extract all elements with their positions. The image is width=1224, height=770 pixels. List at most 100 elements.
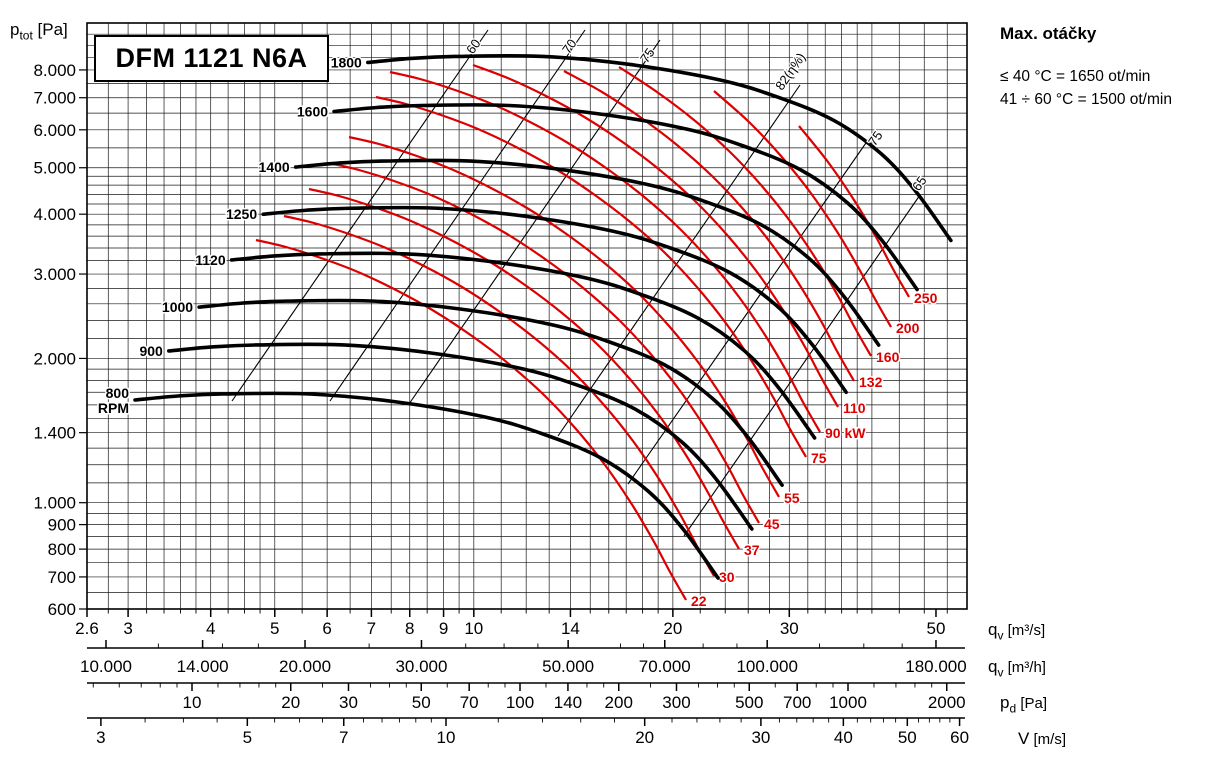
power-curve-label-75kw: 75 xyxy=(811,450,827,466)
axis-unit-qv-m3h: qv [m³/h] xyxy=(988,657,1046,680)
axis-tick-label-V_ms: 20 xyxy=(635,728,654,747)
axis-unit-v-ms: V [m/s] xyxy=(1018,729,1067,748)
axis-tick-label-V_ms: 60 xyxy=(950,728,969,747)
power-curve-75kw xyxy=(375,95,807,458)
efficiency-label-82: 82(η%) xyxy=(772,50,808,93)
rpm-label-1600: 1600 xyxy=(297,103,328,119)
axis-tick-label-qv_m3s: 6 xyxy=(322,619,331,638)
rpm-label-1800: 1800 xyxy=(331,54,362,70)
rpm-label-1400: 1400 xyxy=(259,159,290,175)
power-curve-160kw xyxy=(618,66,872,357)
axis-tick-label-qv_m3s: 8 xyxy=(405,619,414,638)
axis-tick-label-qv_m3h: 180.000 xyxy=(905,657,966,676)
y-tick-label: 1.400 xyxy=(33,424,76,443)
axis-tick-label-qv_m3s: 50 xyxy=(927,619,946,638)
axis-tick-label-qv_m3s: 14 xyxy=(561,619,580,638)
axis-tick-label-pd_Pa: 100 xyxy=(506,693,534,712)
y-tick-label: 3.000 xyxy=(33,265,76,284)
efficiency-line xyxy=(557,84,801,437)
axis-tick-label-V_ms: 30 xyxy=(751,728,770,747)
chart-title-text: DFM 1121 N6A xyxy=(115,43,308,73)
rpm-curve-800 xyxy=(133,391,720,580)
axis-tick-label-qv_m3h: 30.000 xyxy=(395,657,447,676)
y-tick-label: 7.000 xyxy=(33,89,76,108)
efficiency-line xyxy=(329,29,586,402)
axis-tick-label-V_ms: 40 xyxy=(834,728,853,747)
axis-tick-label-qv_m3s: 20 xyxy=(663,619,682,638)
power-curve-label-45kw: 45 xyxy=(764,516,780,532)
chart-title: DFM 1121 N6A xyxy=(94,35,329,82)
axis-tick-label-pd_Pa: 2000 xyxy=(928,693,966,712)
axis-tick-label-qv_m3s: 5 xyxy=(270,619,279,638)
axis-tick-label-pd_Pa: 1000 xyxy=(829,693,867,712)
efficiency-label-75: 75 xyxy=(865,128,886,148)
axis-tick-label-qv_m3s: 4 xyxy=(206,619,215,638)
axis-tick-label-qv_m3s: 2.6 xyxy=(75,619,99,638)
axis-tick-label-pd_Pa: 50 xyxy=(412,693,431,712)
efficiency-line xyxy=(683,194,921,537)
power-curve-90kw xyxy=(389,70,821,433)
rpm-label-900: 900 xyxy=(139,343,163,359)
rpm-curve-900 xyxy=(167,342,754,531)
axis-tick-label-qv_m3s: 7 xyxy=(367,619,376,638)
axis-unit-pd-pa: pd [Pa] xyxy=(1000,693,1048,716)
plot-border xyxy=(86,22,968,610)
rpm-label-1250: 1250 xyxy=(226,206,257,222)
axis-tick-label-qv_m3h: 14.000 xyxy=(177,657,229,676)
rpm-curve-1600 xyxy=(332,103,919,292)
axis-tick-label-pd_Pa: 10 xyxy=(183,693,202,712)
rpm-label-1120: 1120 xyxy=(195,252,226,268)
axis-tick-label-pd_Pa: 70 xyxy=(460,693,479,712)
axis-tick-label-pd_Pa: 20 xyxy=(281,693,300,712)
y-axis-title: ptot [Pa] xyxy=(10,20,68,43)
power-curve-label-200kw: 200 xyxy=(896,320,920,336)
y-tick-label: 600 xyxy=(48,600,76,619)
rpm-curve-1250 xyxy=(261,205,848,395)
efficiency-line xyxy=(627,129,876,485)
axis-tick-label-qv_m3h: 100.000 xyxy=(736,657,797,676)
axis-tick-label-qv_m3h: 70.000 xyxy=(639,657,691,676)
y-tick-label: 700 xyxy=(48,568,76,587)
rpm-unit-label: RPM xyxy=(98,400,129,416)
axis-tick-label-qv_m3s: 3 xyxy=(123,619,132,638)
efficiency-label-60: 60 xyxy=(463,36,484,56)
efficiency-line xyxy=(408,39,661,405)
y-tick-label: 900 xyxy=(48,516,76,535)
y-tick-label: 2.000 xyxy=(33,349,76,368)
power-curve-250kw xyxy=(798,125,910,298)
power-curve-label-55kw: 55 xyxy=(784,490,800,506)
y-tick-label: 800 xyxy=(48,540,76,559)
axis-tick-label-qv_m3h: 10.000 xyxy=(80,657,132,676)
axis-tick-label-qv_m3s: 10 xyxy=(464,619,483,638)
y-tick-label: 8.000 xyxy=(33,61,76,80)
axis-tick-label-V_ms: 10 xyxy=(437,728,456,747)
max-speed-note: Max. otáčky ≤ 40 °C = 1650 ot/min 41 ÷ 6… xyxy=(1000,22,1172,111)
power-curve-22kw xyxy=(255,238,687,601)
y-tick-label: 5.000 xyxy=(33,159,76,178)
power-curve-45kw xyxy=(328,161,760,524)
axis-tick-label-pd_Pa: 700 xyxy=(783,693,811,712)
power-curve-label-22kw: 22 xyxy=(691,593,707,609)
power-curve-label-110kw: 110 xyxy=(843,400,866,416)
rpm-label-1000: 1000 xyxy=(162,299,193,315)
y-tick-label: 1.000 xyxy=(33,494,76,513)
power-curve-label-132kw: 132 xyxy=(859,374,883,390)
axis-unit-qv-m3s: qv [m³/s] xyxy=(988,620,1046,643)
power-curve-37kw xyxy=(308,187,740,550)
axis-tick-label-qv_m3s: 30 xyxy=(780,619,799,638)
efficiency-line xyxy=(231,29,489,402)
power-curve-label-250kw: 250 xyxy=(914,290,938,306)
rpm-curve-1400 xyxy=(293,158,881,347)
axis-tick-label-V_ms: 50 xyxy=(898,728,917,747)
y-tick-label: 4.000 xyxy=(33,205,76,224)
efficiency-label-70: 70 xyxy=(559,36,580,56)
rpm-curve-1000 xyxy=(197,298,784,487)
axis-tick-label-pd_Pa: 500 xyxy=(735,693,763,712)
power-curve-30kw xyxy=(283,214,715,577)
max-speed-line2: 41 ÷ 60 °C = 1500 ot/min xyxy=(1000,91,1172,108)
axis-tick-label-pd_Pa: 300 xyxy=(662,693,690,712)
axis-tick-label-qv_m3h: 20.000 xyxy=(279,657,331,676)
axis-tick-label-pd_Pa: 140 xyxy=(554,693,582,712)
rpm-curve-1800 xyxy=(366,53,953,243)
